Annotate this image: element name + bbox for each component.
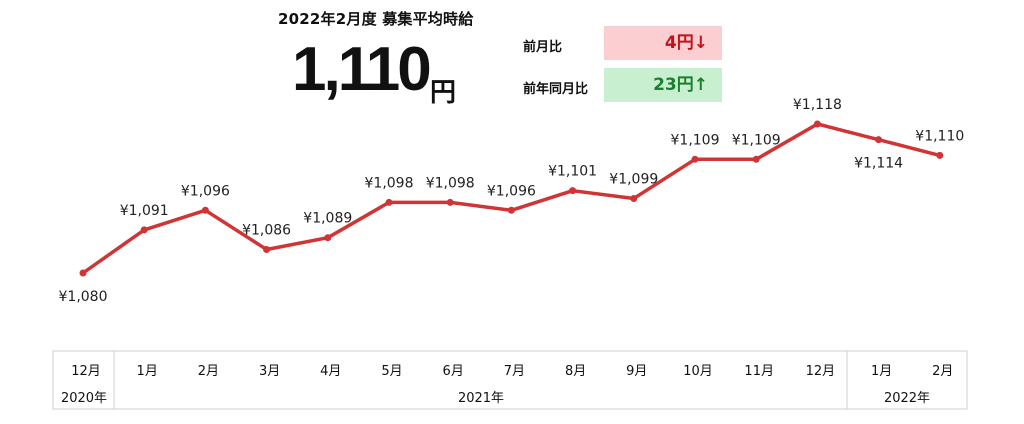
- data-point: [813, 120, 821, 128]
- data-point: [630, 195, 638, 202]
- x-tick-label: 8月: [565, 364, 586, 379]
- data-point: [691, 155, 699, 163]
- x-axis-frame: [52, 350, 968, 410]
- data-label: ¥1,091: [120, 203, 169, 219]
- data-label: ¥1,109: [671, 132, 720, 148]
- average-wage-value: 1,110: [292, 35, 432, 104]
- x-tick-label: 10月: [683, 364, 713, 379]
- data-point: [507, 206, 515, 214]
- data-label: ¥1,101: [548, 164, 597, 180]
- x-tick-label: 1月: [137, 364, 158, 379]
- data-label: ¥1,110: [915, 128, 964, 144]
- data-label: ¥1,099: [609, 172, 658, 188]
- x-tick-label: 7月: [504, 364, 525, 379]
- mom-badge: 4円↓: [604, 26, 722, 60]
- yoy-badge: 23円↑: [604, 68, 722, 102]
- x-tick-label: 2月: [932, 364, 953, 379]
- data-label: ¥1,118: [793, 97, 842, 113]
- x-tick-label: 2月: [198, 364, 219, 379]
- data-label: ¥1,098: [426, 175, 475, 191]
- x-tick-label: 11月: [744, 364, 774, 379]
- data-label: ¥1,114: [854, 156, 903, 172]
- year-group-label: 2021年: [458, 391, 504, 406]
- data-point: [569, 187, 577, 195]
- x-tick-label: 4月: [320, 364, 341, 379]
- x-tick-label: 6月: [443, 364, 464, 379]
- data-label: ¥1,096: [181, 183, 230, 199]
- data-label: ¥1,086: [242, 222, 291, 238]
- x-tick-label: 9月: [626, 364, 647, 379]
- data-point: [752, 155, 760, 163]
- x-tick-label: 5月: [381, 364, 402, 379]
- yoy-label: 前年同月比: [523, 82, 589, 97]
- data-point: [324, 234, 332, 242]
- data-point: [875, 136, 883, 144]
- x-tick-label: 12月: [71, 364, 101, 379]
- data-label: ¥1,080: [59, 289, 108, 305]
- data-point: [936, 151, 944, 159]
- data-point: [446, 198, 454, 206]
- data-label: ¥1,096: [487, 183, 536, 199]
- data-point: [201, 206, 209, 214]
- data-label: ¥1,089: [303, 211, 352, 227]
- data-point: [385, 198, 393, 206]
- x-tick-label: 1月: [871, 364, 892, 379]
- data-point: [263, 245, 271, 253]
- data-label: ¥1,109: [732, 132, 781, 148]
- year-group-label: 2020年: [61, 391, 107, 406]
- data-label: ¥1,098: [365, 175, 414, 191]
- chart-title: 2022年2月度 募集平均時給: [278, 10, 474, 28]
- data-point: [140, 226, 148, 234]
- mom-label: 前月比: [523, 40, 563, 55]
- year-group-label: 2022年: [884, 391, 930, 406]
- average-wage-unit: 円: [430, 78, 457, 108]
- x-tick-label: 3月: [259, 364, 280, 379]
- x-tick-label: 12月: [806, 364, 836, 379]
- data-point: [79, 269, 87, 277]
